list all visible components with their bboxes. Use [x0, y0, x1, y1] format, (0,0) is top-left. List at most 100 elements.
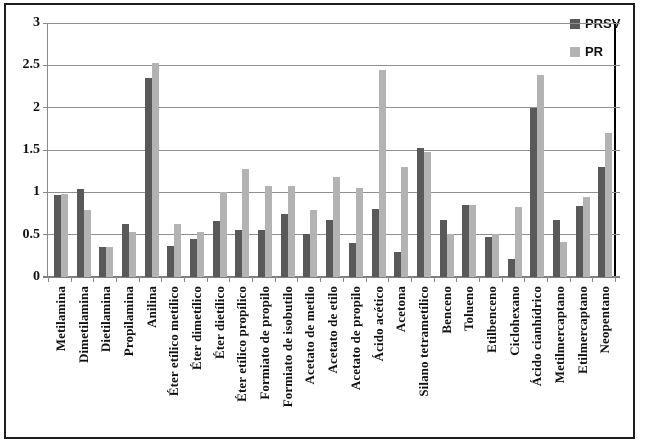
x-axis-label: Dimetilamina [75, 286, 91, 364]
x-axis-label: Acetona [393, 286, 409, 333]
legend-label-prsv: PRSV [585, 16, 621, 31]
legend-label-pr: PR [585, 44, 604, 59]
bar-pr [514, 206, 522, 277]
x-axis-label: Dietilamina [98, 286, 114, 353]
bar-prsv [303, 233, 311, 277]
bar-pr [333, 177, 341, 277]
x-axis-label: Propilamina [121, 286, 137, 357]
x-tick [70, 277, 72, 282]
y-axis-line [47, 23, 48, 277]
x-tick [546, 277, 548, 282]
x-tick [342, 277, 344, 282]
x-axis-label: Metilamina [53, 286, 68, 352]
x-axis-label: Acetato de etilo [325, 286, 341, 374]
x-axis-label: Éter etílico metílico [166, 286, 182, 397]
bar-prsv [371, 209, 379, 277]
bar-prsv [76, 188, 84, 277]
x-axis-label: Etilmercaptano [574, 286, 590, 374]
x-axis-label: Metilmercaptano [551, 286, 567, 384]
x-tick [320, 277, 322, 282]
bar-prsv [54, 194, 61, 277]
x-axis-label: Silano tetrametílico [415, 286, 431, 397]
bar-pr [559, 242, 567, 277]
x-tick [410, 277, 412, 282]
bar-prsv [462, 205, 470, 277]
bar-prsv [530, 107, 538, 277]
x-tick [116, 277, 118, 282]
y-tick [43, 64, 48, 66]
bar-pr [582, 196, 590, 277]
bar-pr [605, 133, 613, 277]
y-tick-label: 0.5 [22, 226, 41, 242]
bar-pr [378, 69, 386, 277]
bar-prsv [167, 245, 175, 277]
x-axis-label: Acetato de propilo [347, 286, 363, 391]
x-tick [93, 277, 95, 282]
y-tick [43, 234, 48, 236]
x-axis-label: Formiato de propilo [257, 286, 273, 400]
x-axis-label: Anilina [143, 286, 159, 328]
bar-prsv [598, 166, 606, 277]
x-tick [252, 277, 254, 282]
bar-pr [287, 186, 295, 277]
bar-pr [469, 205, 477, 277]
bar-prsv [258, 230, 266, 277]
gridline [48, 64, 615, 66]
bar-prsv [552, 220, 560, 277]
x-axis-baseline [43, 276, 620, 278]
y-right-tick [615, 64, 620, 66]
bar-prsv [122, 223, 130, 277]
bar-prsv [99, 247, 107, 277]
bar-pr [174, 223, 182, 277]
bar-prsv [394, 252, 402, 277]
y-tick-label: 2.5 [22, 57, 41, 73]
bar-pr [355, 188, 363, 277]
gridline [48, 191, 615, 193]
bar-prsv [326, 220, 334, 277]
legend-swatch-prsv [570, 18, 580, 29]
y-tick [43, 22, 48, 24]
legend-item-prsv: PRSV [570, 16, 620, 31]
bar-pr [401, 166, 409, 277]
bar-pr [242, 168, 250, 277]
bar-prsv [235, 229, 243, 277]
y-tick [43, 149, 48, 151]
bar-pr [83, 210, 91, 277]
bar-prsv [575, 205, 583, 277]
y-right-tick [615, 234, 620, 236]
y-right-tick [615, 149, 620, 151]
legend-swatch-pr [570, 46, 580, 57]
x-tick [138, 277, 140, 282]
x-axis-label: Éter dietílico [211, 286, 227, 360]
x-tick [433, 277, 435, 282]
x-axis-label: Éter dimetílico [189, 286, 205, 370]
x-tick [456, 277, 458, 282]
x-tick [229, 277, 231, 282]
bar-prsv [280, 213, 288, 277]
bar-prsv [484, 237, 492, 277]
x-tick [274, 277, 276, 282]
x-tick [501, 277, 503, 282]
x-axis-label: Ácido cianhídrico [529, 286, 545, 387]
bar-pr [491, 233, 499, 277]
x-tick [615, 277, 616, 282]
x-axis-label: Benceno [438, 286, 454, 334]
x-tick [478, 277, 480, 282]
bar-pr [151, 62, 159, 277]
y-tick-label: 0 [33, 269, 40, 284]
y-tick [43, 107, 48, 109]
x-axis-label: Etilbenceno [483, 286, 499, 353]
x-tick [388, 277, 390, 282]
x-tick [297, 277, 299, 282]
bar-pr [129, 232, 137, 277]
bar-prsv [212, 221, 220, 277]
legend: PRSV PR [570, 16, 620, 72]
x-tick [365, 277, 367, 282]
gridline [48, 22, 615, 24]
x-axis-label: Ciclohexano [506, 286, 522, 356]
x-tick [524, 277, 526, 282]
x-tick [592, 277, 594, 282]
gridline [48, 107, 615, 109]
x-tick [48, 277, 49, 282]
